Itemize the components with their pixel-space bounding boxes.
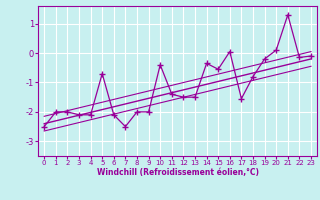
X-axis label: Windchill (Refroidissement éolien,°C): Windchill (Refroidissement éolien,°C) — [97, 168, 259, 177]
